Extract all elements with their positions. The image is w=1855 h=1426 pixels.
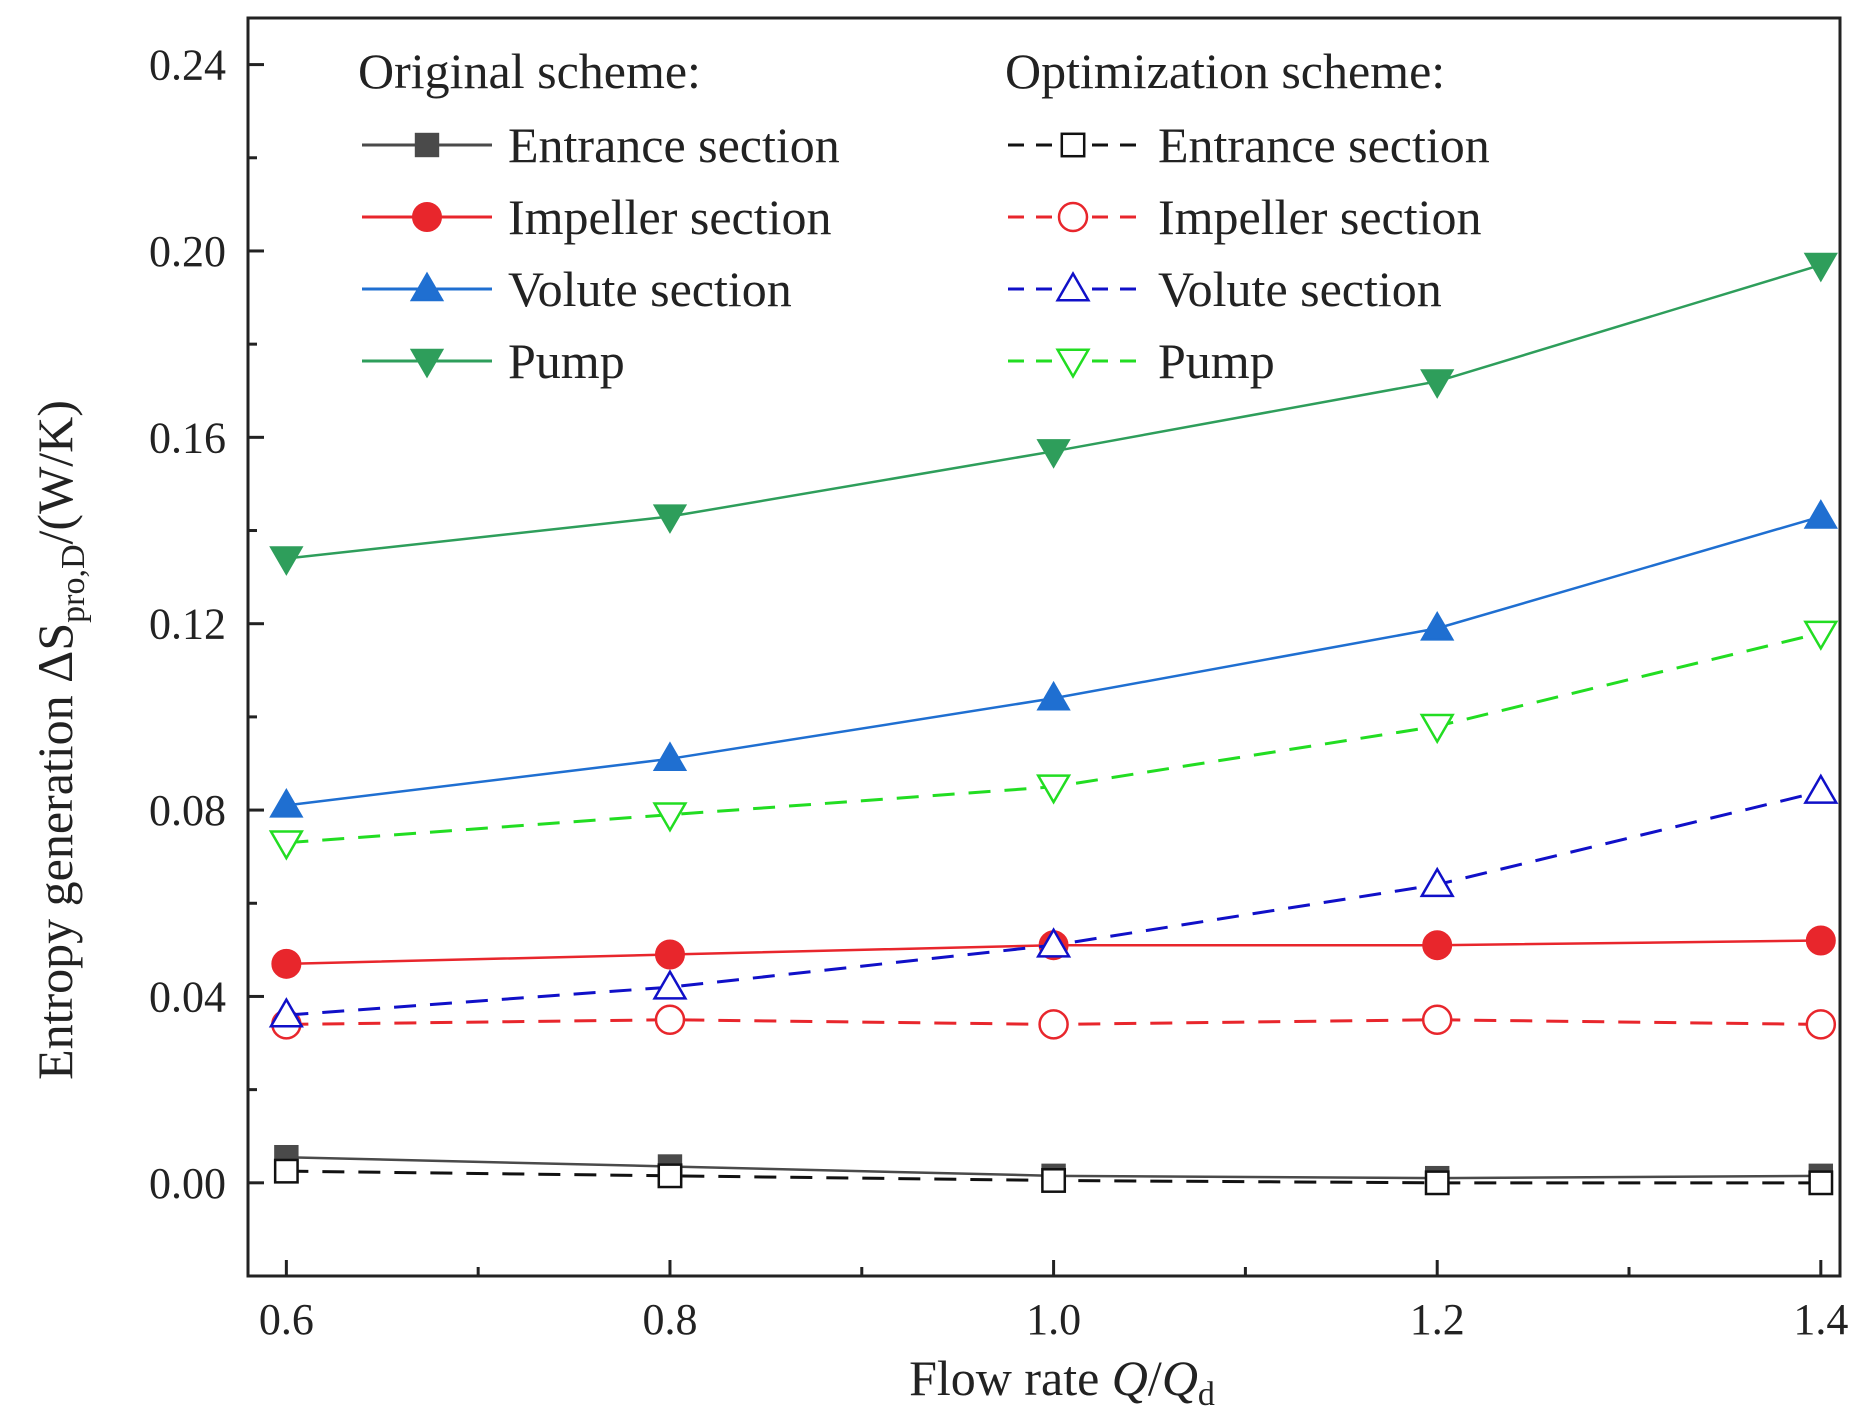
data-point — [1419, 713, 1455, 745]
series-line — [286, 515, 1822, 807]
y-tick-label: 0.16 — [149, 413, 226, 462]
series-optimization-impeller-section — [271, 1004, 1837, 1040]
legend-label: Impeller section — [1158, 189, 1482, 245]
legend-header-original: Original scheme: — [358, 43, 701, 99]
series-original-pump — [269, 252, 1838, 576]
y-tick-label: 0.12 — [149, 600, 226, 649]
axis-ticks: 0.6 0.8 1.0 1.2 1.4 0.00 0.04 0.08 0.12 0.16 0.20 0… — [149, 41, 1848, 1344]
data-point — [1036, 927, 1072, 958]
data-point — [271, 948, 302, 979]
legend: Original scheme: Entrance section Impeller… — [358, 43, 1490, 389]
series-line — [286, 631, 1822, 845]
legend-label: Volute section — [508, 261, 792, 317]
legend-swatch-marker — [409, 271, 445, 302]
series-optimization-volute-section — [268, 773, 1839, 1028]
data-point — [654, 1004, 686, 1035]
legend-swatch-marker — [1055, 271, 1091, 302]
data-point — [1419, 866, 1455, 898]
y-tick-label: 0.20 — [149, 227, 226, 276]
legend-swatch-marker — [409, 348, 445, 379]
legend-label: Volute section — [1158, 261, 1442, 317]
x-tick-label: 1.4 — [1793, 1295, 1848, 1344]
data-point — [657, 1163, 683, 1189]
data-point — [268, 830, 304, 861]
series-original-volute-section — [269, 499, 1838, 818]
x-tick-label: 0.8 — [642, 1295, 697, 1344]
series-layer — [268, 252, 1839, 1196]
x-tick-label: 1.0 — [1026, 1295, 1081, 1344]
data-point — [1805, 925, 1836, 956]
plot-frame — [246, 16, 1842, 1278]
y-tick-label: 0.00 — [149, 1159, 226, 1208]
x-axis-title: Flow rate Q/Qd — [909, 1350, 1215, 1413]
legend-label: Impeller section — [508, 189, 832, 245]
legend-label: Pump — [508, 333, 625, 389]
data-point — [268, 997, 304, 1028]
data-point — [1803, 499, 1838, 529]
series-optimization-entrance-section — [273, 1158, 1834, 1196]
data-point — [1036, 680, 1071, 711]
data-point — [1420, 610, 1455, 641]
data-point — [1041, 1168, 1067, 1193]
data-point — [1803, 620, 1839, 651]
legend-swatch-marker — [1057, 201, 1089, 233]
legend-swatch-marker — [1055, 348, 1091, 379]
data-point — [269, 788, 304, 818]
data-point — [652, 802, 688, 833]
data-point — [1036, 439, 1071, 469]
data-point — [1808, 1170, 1834, 1196]
legend-label: Entrance section — [1158, 117, 1490, 173]
data-point — [652, 969, 688, 1000]
legend-label: Entrance section — [508, 117, 840, 173]
legend-swatch-marker — [1060, 132, 1086, 158]
y-tick-label: 0.08 — [149, 786, 226, 835]
data-point — [652, 504, 688, 534]
legend-label: Pump — [1158, 333, 1275, 389]
data-point — [273, 1158, 299, 1184]
y-tick-label: 0.04 — [149, 972, 226, 1021]
x-tick-label: 1.2 — [1410, 1295, 1465, 1344]
data-point — [1421, 1004, 1453, 1035]
data-point — [1803, 773, 1839, 804]
data-point — [1422, 930, 1453, 961]
data-point — [1805, 1009, 1837, 1040]
data-point — [269, 546, 304, 576]
legend-header-optimization: Optimization scheme: — [1005, 43, 1445, 99]
data-point — [1038, 1009, 1069, 1040]
data-point — [1803, 252, 1838, 283]
y-tick-label: 0.24 — [149, 41, 226, 90]
legend-swatch-marker — [412, 202, 442, 232]
data-point — [652, 741, 688, 772]
data-point — [1420, 369, 1455, 399]
data-point — [654, 939, 685, 970]
y-axis-title: Entropy generation ΔSpro,D/(W/K) — [27, 400, 92, 1080]
legend-swatch-marker — [414, 132, 440, 158]
x-tick-label: 0.6 — [259, 1295, 314, 1344]
data-point — [1036, 774, 1072, 805]
series-optimization-pump — [268, 620, 1839, 861]
data-point — [1424, 1170, 1450, 1196]
